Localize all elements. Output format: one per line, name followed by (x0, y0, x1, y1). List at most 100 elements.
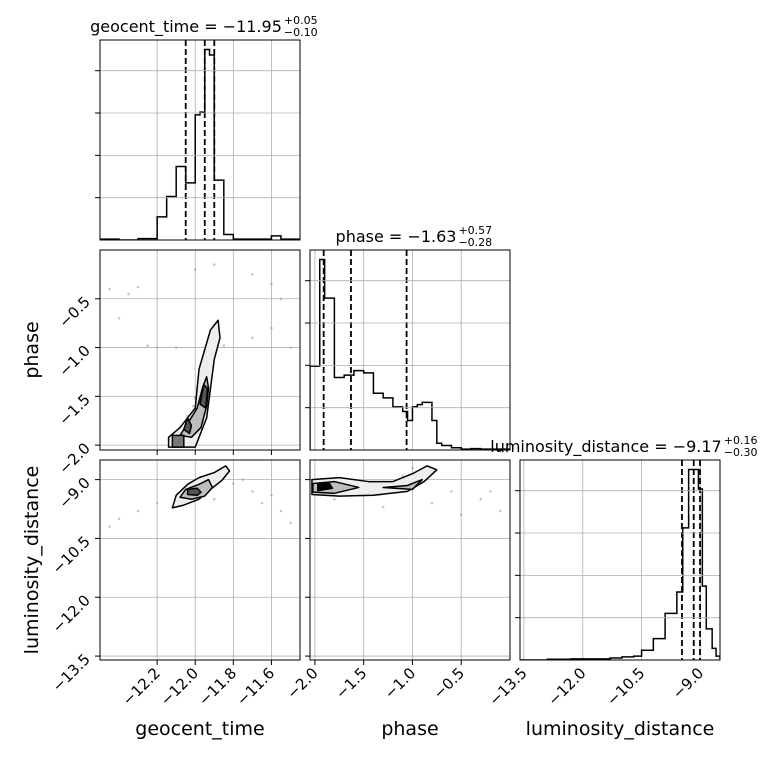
ticks-geocent_time-phase (95, 298, 272, 455)
y-axis-label-luminosity_distance: luminosity_distance (21, 466, 43, 655)
title-sub: −0.28 (458, 236, 492, 249)
sample-point (212, 497, 216, 501)
scatter-panel-phase-luminosity_distance (309, 459, 511, 661)
y-tick-label-luminosity_distance: −13.5 (49, 650, 94, 695)
sample-point (212, 263, 216, 266)
x-tick-label-phase: −1.5 (332, 664, 370, 702)
y-axis-label-phase: phase (21, 321, 43, 378)
sample-point (270, 282, 273, 286)
y-tick-label-luminosity_distance: −10.5 (49, 533, 94, 578)
panel-body (310, 250, 510, 450)
sample-point (146, 344, 149, 347)
x-tick-label-phase: −2.0 (283, 664, 321, 702)
sample-point (127, 292, 130, 296)
panel-border (309, 459, 511, 661)
y-tick-label-phase: −2.0 (55, 439, 93, 477)
sample-point (241, 478, 245, 481)
title-sup: +0.57 (458, 224, 492, 237)
scatter-panel-geocent_time-phase (99, 249, 301, 451)
sample-point (479, 497, 483, 501)
title-main: luminosity_distance = −9.17 (490, 437, 721, 457)
y-tick-label-phase: −1.0 (55, 342, 93, 380)
title-sup: +0.05 (284, 14, 318, 27)
sample-point (289, 346, 292, 349)
panel-border (99, 459, 301, 661)
sample-point (270, 326, 273, 330)
x-tick-label-phase: −1.0 (381, 664, 419, 702)
hist-panel-geocent_time (95, 39, 301, 241)
contour-inner (183, 417, 193, 435)
sample-point (270, 493, 273, 497)
histogram-step-geocent_time (100, 48, 300, 240)
panel-border (99, 39, 301, 241)
sample-point (450, 490, 453, 493)
sample-point (192, 404, 195, 408)
sample-point (279, 509, 283, 513)
y-tick-label-phase: −1.5 (55, 390, 93, 428)
histogram-step-phase (310, 258, 510, 450)
sample-point (117, 517, 121, 521)
sample-point (155, 346, 159, 349)
sample-point (251, 490, 254, 493)
sample-point (459, 513, 463, 517)
x-axis-label-geocent_time: geocent_time (135, 718, 264, 740)
y-tick-label-phase: −0.5 (55, 293, 93, 331)
contour-middle (382, 478, 423, 491)
contour-inner (199, 383, 209, 409)
panel-title-luminosity_distance: luminosity_distance = −9.17 +0.16−0.30 (490, 434, 757, 459)
x-tick-label-geocent_time: −11.8 (195, 664, 240, 709)
histogram-step-luminosity_distance (520, 468, 720, 660)
sample-point (401, 474, 404, 477)
title-main: geocent_time = −11.95 (90, 17, 282, 37)
sample-point (136, 285, 140, 289)
panel-body (100, 40, 300, 240)
sample-point (333, 497, 336, 501)
x-tick-label-geocent_time: −11.6 (233, 664, 278, 709)
x-tick-label-luminosity_distance: −12.0 (544, 664, 589, 709)
sample-point (117, 316, 121, 320)
panel-body (100, 250, 300, 450)
x-axis-label-luminosity_distance: luminosity_distance (526, 718, 715, 740)
sample-point (222, 344, 226, 347)
ticks-phase-luminosity_distance (305, 479, 462, 665)
sample-point (155, 501, 159, 505)
hist-panel-phase (305, 249, 511, 451)
sample-point (174, 346, 178, 349)
hist-panel-luminosity_distance (515, 459, 721, 661)
sample-point (232, 482, 235, 485)
sample-point (251, 273, 254, 276)
x-tick-label-luminosity_distance: −13.5 (486, 664, 531, 709)
sample-point (411, 466, 414, 470)
sample-point (279, 297, 283, 301)
panel-body (520, 460, 720, 660)
sample-point (136, 509, 140, 513)
sample-point (251, 336, 254, 340)
x-tick-label-luminosity_distance: −9.0 (669, 664, 707, 702)
y-tick-label-luminosity_distance: −12.0 (49, 591, 94, 636)
panel-border (519, 459, 721, 661)
title-main: phase = −1.63 (336, 227, 457, 246)
y-tick-label-luminosity_distance: −9.0 (55, 474, 93, 512)
title-sup: +0.16 (724, 434, 758, 447)
contour-inner (171, 434, 185, 448)
title-sub: −0.10 (284, 26, 318, 39)
x-tick-label-phase: −0.5 (430, 664, 468, 702)
ticks-geocent_time-luminosity_distance (95, 479, 272, 665)
sample-point (381, 505, 385, 509)
panel-border (99, 249, 301, 451)
sample-point (430, 501, 434, 505)
title-sub: −0.30 (724, 446, 758, 459)
x-axis-label-phase: phase (381, 718, 438, 740)
contour-inner (186, 487, 202, 497)
contour-inner (317, 482, 334, 492)
panel-body (100, 460, 300, 660)
sample-point (260, 501, 264, 505)
sample-point (489, 490, 492, 493)
sample-point (108, 525, 111, 528)
sample-point (498, 509, 502, 513)
panel-border (309, 249, 511, 451)
x-tick-label-geocent_time: −12.0 (157, 664, 202, 709)
contour-middle (179, 376, 210, 439)
panel-body (310, 460, 510, 660)
